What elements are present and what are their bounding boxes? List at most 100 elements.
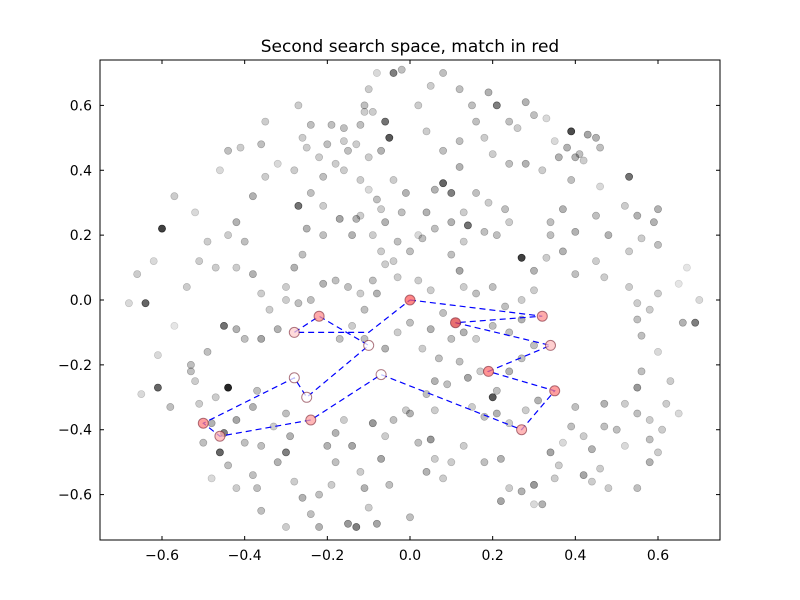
scatter-point: [463, 221, 472, 230]
scatter-point: [389, 176, 398, 184]
scatter-point: [505, 484, 514, 492]
scatter-point: [265, 305, 274, 314]
scatter-point: [286, 432, 294, 441]
scatter-point: [335, 334, 344, 343]
scatter-point: [414, 276, 423, 285]
scatter-point: [422, 467, 431, 476]
scatter-point: [381, 432, 390, 441]
scatter-point: [691, 318, 700, 327]
scatter-point: [339, 124, 348, 133]
scatter-point: [331, 276, 340, 285]
scatter-point: [248, 270, 257, 278]
scatter-point: [559, 247, 567, 256]
scatter-point: [195, 257, 204, 265]
scatter-point: [356, 467, 365, 476]
match-point: [214, 430, 226, 442]
scatter-point: [368, 108, 377, 116]
scatter-point: [505, 117, 514, 126]
scatter-point: [459, 283, 468, 291]
scatter-point: [261, 117, 270, 126]
scatter-point: [658, 425, 666, 434]
scatter-point: [517, 253, 526, 262]
scatter-point: [207, 474, 216, 483]
scatter-point: [542, 114, 551, 123]
scatter-point: [463, 373, 472, 382]
scatter-point: [364, 153, 373, 162]
match-point: [404, 294, 416, 306]
scatter-point: [505, 218, 514, 227]
scatter-point: [153, 351, 162, 359]
scatter-point: [220, 321, 228, 330]
scatter-point: [468, 403, 476, 411]
scatter-point: [298, 493, 307, 502]
scatter-point: [455, 85, 464, 94]
scatter-point: [563, 143, 571, 152]
scatter-point: [484, 198, 493, 207]
scatter-point: [331, 159, 340, 168]
scatter-point: [352, 214, 361, 223]
scatter-point: [480, 458, 489, 467]
scatter-point: [426, 82, 435, 90]
scatter-point: [397, 208, 406, 217]
scatter-point: [224, 461, 232, 470]
scatter-point: [377, 146, 385, 155]
scatter-point: [372, 519, 381, 528]
scatter-point: [579, 156, 588, 165]
match-point: [549, 385, 561, 397]
x-tick-label: 0.4: [564, 548, 586, 564]
scatter-point: [488, 393, 497, 402]
scatter-point: [596, 143, 604, 152]
match-point: [516, 424, 528, 436]
scatter-point: [633, 299, 642, 308]
scatter-point: [645, 435, 654, 444]
scatter-point: [625, 172, 633, 181]
chart-title: Second search space, match in red: [261, 37, 559, 57]
scatter-point: [253, 484, 261, 492]
scatter-point: [331, 458, 340, 467]
scatter-point: [650, 218, 658, 227]
scatter-point: [654, 448, 662, 457]
scatter-point: [633, 409, 642, 418]
scatter-point: [339, 416, 348, 424]
scatter-point: [186, 367, 195, 376]
scatter-point: [372, 69, 381, 77]
scatter-point: [501, 205, 509, 214]
scatter-point: [538, 500, 547, 509]
scatter-point: [232, 325, 241, 334]
scatter-point: [236, 143, 245, 152]
scatter-point: [621, 441, 629, 450]
scatter-point: [339, 166, 348, 175]
scatter-point: [439, 309, 447, 317]
scatter-point: [459, 441, 468, 450]
scatter-point: [356, 289, 365, 298]
scatter-point: [666, 377, 675, 385]
y-tick-label: 0.0: [70, 293, 92, 309]
match-point: [483, 365, 494, 377]
scatter-point: [554, 461, 563, 470]
scatter-point: [257, 140, 266, 149]
scatter-point: [496, 454, 505, 463]
scatter-point: [356, 121, 365, 129]
scatter-point: [368, 276, 377, 285]
scatter-point: [430, 185, 439, 194]
scatter-point: [389, 69, 398, 77]
scatter-point: [302, 224, 311, 233]
scatter-point: [447, 458, 456, 467]
scatter-point: [389, 416, 398, 424]
scatter-point: [290, 166, 299, 175]
scatter-point: [484, 88, 493, 97]
scatter-point: [513, 124, 522, 133]
scatter-point: [290, 477, 299, 486]
scatter-point: [199, 438, 208, 447]
scatter-point: [257, 506, 266, 515]
x-tick-label: −0.6: [145, 548, 179, 564]
scatter-point: [232, 484, 241, 492]
scatter-point: [141, 299, 150, 308]
scatter-point: [364, 85, 373, 94]
scatter-point: [385, 480, 394, 489]
scatter-point: [455, 163, 464, 171]
scatter-point: [257, 289, 266, 298]
scatter-point: [459, 237, 468, 246]
scatter-point: [170, 192, 179, 201]
